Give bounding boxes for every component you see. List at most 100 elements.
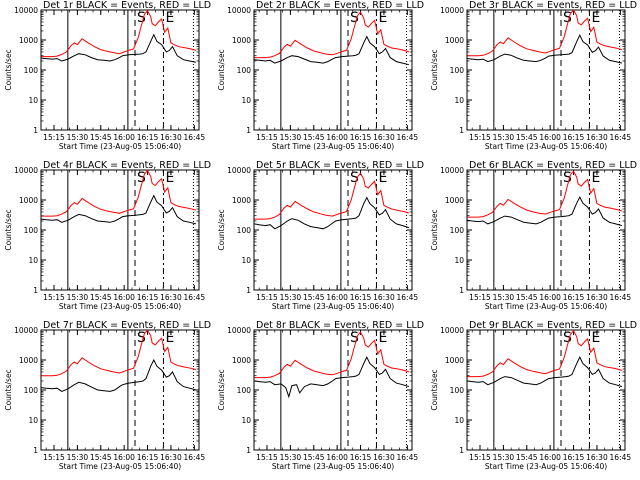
series-events-line bbox=[254, 355, 410, 399]
panel-det-9r: Det 9r BLACK = Events, RED = LLD 1 10 100 10… bbox=[430, 320, 637, 471]
start-marker-label: S bbox=[137, 330, 146, 346]
y-axis-label: Counts/sec bbox=[4, 49, 13, 90]
panel-title: Det 4r BLACK = Events, RED = LLD bbox=[43, 160, 211, 171]
x-tick-label: 16:15 bbox=[137, 453, 159, 462]
plot-frame bbox=[466, 329, 626, 451]
panel-title: Det 5r BLACK = Events, RED = LLD bbox=[256, 160, 424, 171]
x-tick-label: 16:30 bbox=[373, 133, 395, 142]
x-tick-label: 16:15 bbox=[350, 133, 372, 142]
y-tick-label: 1 bbox=[33, 126, 38, 135]
y-tick-label: 10 bbox=[241, 256, 251, 265]
panel-title: Det 6r BLACK = Events, RED = LLD bbox=[469, 160, 637, 171]
x-tick-label: 16:30 bbox=[160, 453, 182, 462]
series-events-line bbox=[254, 35, 410, 66]
end-marker-label: E bbox=[378, 10, 387, 26]
y-axis-label: Counts/sec bbox=[430, 209, 439, 250]
y-tick-label: 1 bbox=[459, 286, 464, 295]
x-tick-label: 15:15 bbox=[256, 133, 278, 142]
x-tick-label: 16:00 bbox=[539, 293, 561, 302]
start-marker-label: S bbox=[350, 330, 359, 346]
x-axis-label: Start Time (23-Aug-05 15:06:40) bbox=[485, 142, 607, 151]
y-tick-label: 1 bbox=[459, 446, 464, 455]
series-lld-line bbox=[41, 10, 197, 58]
series-lld-line bbox=[467, 170, 623, 218]
x-tick-label: 16:00 bbox=[113, 293, 135, 302]
x-tick-label: 15:45 bbox=[90, 453, 112, 462]
y-tick-label: 100 bbox=[237, 386, 252, 395]
y-tick-label: 1 bbox=[459, 126, 464, 135]
end-marker-label: E bbox=[378, 170, 387, 186]
x-tick-label: 16:45 bbox=[397, 133, 419, 142]
panel-det-6r: Det 6r BLACK = Events, RED = LLD 1 10 100 10… bbox=[430, 160, 637, 311]
x-tick-label: 15:15 bbox=[43, 453, 65, 462]
x-tick-label: 15:45 bbox=[303, 133, 325, 142]
x-tick-label: 16:30 bbox=[586, 133, 608, 142]
series-events-line bbox=[467, 195, 623, 227]
series-lld-line bbox=[41, 170, 197, 217]
x-axis-label: Start Time (23-Aug-05 15:06:40) bbox=[485, 302, 607, 311]
x-tick-label: 16:45 bbox=[184, 453, 206, 462]
x-tick-label: 16:15 bbox=[137, 133, 159, 142]
panel-title: Det 9r BLACK = Events, RED = LLD bbox=[469, 320, 637, 331]
panel-title: Det 3r BLACK = Events, RED = LLD bbox=[469, 0, 637, 11]
x-tick-label: 15:30 bbox=[67, 453, 89, 462]
x-tick-label: 16:00 bbox=[113, 133, 135, 142]
y-tick-label: 100 bbox=[450, 226, 465, 235]
x-tick-label: 16:45 bbox=[610, 293, 632, 302]
y-tick-label: 10 bbox=[454, 256, 464, 265]
plot-frame bbox=[253, 329, 413, 451]
y-tick-label: 10 bbox=[28, 96, 38, 105]
plot-frame bbox=[40, 169, 200, 291]
x-tick-label: 16:00 bbox=[326, 453, 348, 462]
y-tick-label: 1 bbox=[33, 446, 38, 455]
x-tick-label: 16:30 bbox=[373, 453, 395, 462]
y-axis-label: Counts/sec bbox=[430, 49, 439, 90]
x-tick-label: 15:30 bbox=[67, 133, 89, 142]
x-tick-label: 16:30 bbox=[373, 293, 395, 302]
panel-det-1r: Det 1r BLACK = Events, RED = LLD 1 10 100 10… bbox=[4, 0, 211, 151]
end-marker-label: E bbox=[591, 10, 600, 26]
x-tick-label: 16:45 bbox=[610, 453, 632, 462]
x-tick-label: 15:45 bbox=[516, 133, 538, 142]
plot-frame bbox=[466, 169, 626, 291]
x-tick-label: 15:15 bbox=[469, 293, 491, 302]
y-tick-label: 10000 bbox=[440, 6, 464, 15]
y-axis-label: Counts/sec bbox=[4, 209, 13, 250]
x-tick-label: 15:30 bbox=[280, 293, 302, 302]
y-tick-label: 1 bbox=[33, 286, 38, 295]
start-marker-label: S bbox=[350, 170, 359, 186]
x-tick-label: 16:15 bbox=[350, 453, 372, 462]
y-tick-label: 10000 bbox=[440, 166, 464, 175]
x-tick-label: 16:15 bbox=[137, 293, 159, 302]
x-tick-label: 15:30 bbox=[280, 453, 302, 462]
x-tick-label: 16:00 bbox=[326, 293, 348, 302]
y-tick-label: 1 bbox=[246, 126, 251, 135]
panel-det-2r: Det 2r BLACK = Events, RED = LLD 1 10 100 10… bbox=[217, 0, 424, 151]
y-tick-label: 1000 bbox=[19, 36, 38, 45]
start-marker-label: S bbox=[137, 10, 146, 26]
y-tick-label: 10000 bbox=[14, 326, 38, 335]
x-tick-label: 15:15 bbox=[43, 133, 65, 142]
series-lld-line bbox=[254, 11, 410, 59]
y-tick-label: 10 bbox=[241, 96, 251, 105]
y-axis-label: Counts/sec bbox=[430, 369, 439, 410]
x-tick-label: 15:45 bbox=[516, 293, 538, 302]
y-tick-label: 10000 bbox=[227, 6, 251, 15]
start-marker-label: S bbox=[350, 10, 359, 26]
panel-det-3r: Det 3r BLACK = Events, RED = LLD 1 10 100 10… bbox=[430, 0, 637, 151]
y-tick-label: 1000 bbox=[232, 196, 251, 205]
x-tick-label: 16:15 bbox=[563, 133, 585, 142]
series-events-line bbox=[41, 33, 197, 63]
y-tick-label: 100 bbox=[237, 226, 252, 235]
y-tick-label: 100 bbox=[237, 66, 252, 75]
plot-frame bbox=[466, 9, 626, 131]
panel-title: Det 8r BLACK = Events, RED = LLD bbox=[256, 320, 424, 331]
x-axis-label: Start Time (23-Aug-05 15:06:40) bbox=[59, 302, 181, 311]
panel-det-8r: Det 8r BLACK = Events, RED = LLD 1 10 100 10… bbox=[217, 320, 424, 471]
y-tick-label: 1 bbox=[246, 446, 251, 455]
y-axis-label: Counts/sec bbox=[217, 209, 226, 250]
y-axis-label: Counts/sec bbox=[4, 369, 13, 410]
y-tick-label: 1000 bbox=[445, 356, 464, 365]
x-tick-label: 15:30 bbox=[280, 133, 302, 142]
